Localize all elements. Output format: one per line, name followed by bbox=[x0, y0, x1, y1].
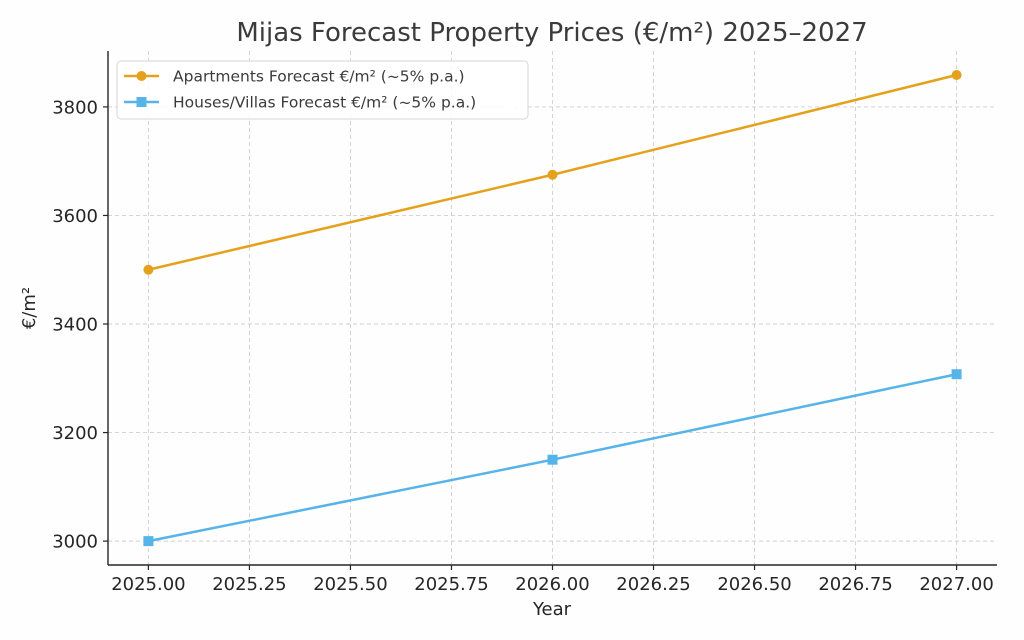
data-point-houses bbox=[143, 536, 154, 547]
series-houses bbox=[143, 369, 962, 547]
x-tick-label: 2026.75 bbox=[818, 574, 892, 595]
chart-title: Mijas Forecast Property Prices (€/m²) 20… bbox=[236, 18, 867, 48]
x-axis-label: Year bbox=[532, 599, 572, 620]
legend-marker-houses bbox=[136, 97, 147, 107]
x-axis-ticks: 2025.00 2025.25 2025.50 2025.75 2026.00 2026.… bbox=[111, 565, 994, 595]
x-tick-label: 2026.00 bbox=[515, 574, 589, 595]
legend: Apartments Forecast €/m² (~5% p.a.) Hous… bbox=[116, 60, 529, 120]
y-axis-label: €/m² bbox=[19, 287, 40, 329]
y-tick-label: 3000 bbox=[52, 532, 98, 553]
legend-box bbox=[116, 60, 529, 120]
gridlines bbox=[108, 51, 997, 565]
y-tick-label: 3400 bbox=[52, 315, 98, 336]
x-tick-label: 2026.25 bbox=[616, 574, 690, 595]
y-tick-label: 3200 bbox=[52, 423, 98, 444]
x-tick-label: 2025.50 bbox=[313, 574, 387, 595]
data-point-apartments bbox=[143, 264, 154, 275]
y-tick-label: 3600 bbox=[52, 206, 98, 227]
series-apartments bbox=[143, 70, 962, 275]
x-tick-label: 2025.00 bbox=[111, 574, 185, 595]
data-point-houses bbox=[951, 369, 962, 380]
y-axis-ticks: 3000 3200 3400 3600 3800 bbox=[52, 97, 108, 553]
legend-entry-apartments: Apartments Forecast €/m² (~5% p.a.) bbox=[124, 68, 465, 86]
legend-entry-houses: Houses/Villas Forecast €/m² (~5% p.a.) bbox=[124, 94, 476, 112]
y-tick-label: 3800 bbox=[52, 97, 98, 118]
data-point-apartments bbox=[951, 70, 962, 81]
x-tick-label: 2025.25 bbox=[212, 574, 286, 595]
legend-label-houses: Houses/Villas Forecast €/m² (~5% p.a.) bbox=[173, 94, 476, 112]
x-tick-label: 2027.00 bbox=[919, 574, 993, 595]
x-tick-label: 2025.75 bbox=[414, 574, 488, 595]
data-point-houses bbox=[547, 454, 558, 465]
legend-label-apartments: Apartments Forecast €/m² (~5% p.a.) bbox=[173, 68, 465, 86]
series-layer bbox=[143, 70, 962, 547]
legend-marker-apartments bbox=[136, 71, 147, 81]
x-tick-label: 2026.50 bbox=[717, 574, 791, 595]
data-point-apartments bbox=[547, 169, 558, 180]
